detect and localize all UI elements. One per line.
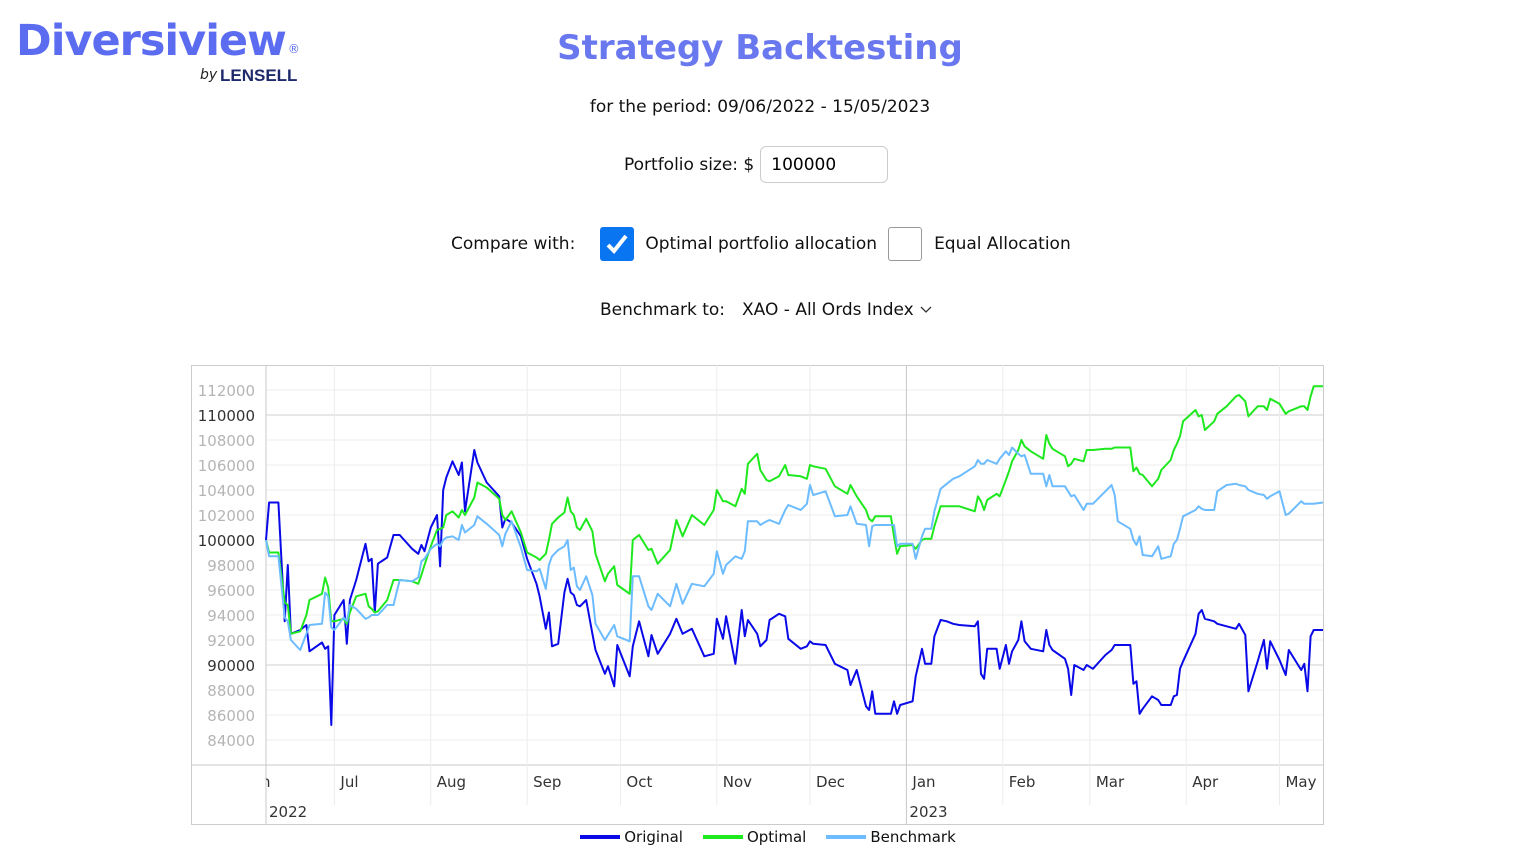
legend-label-benchmark: Benchmark [870,828,956,846]
y-tick-label: 108000 [198,432,255,450]
chart-legend: Original Optimal Benchmark [0,828,1536,846]
y-tick-label: 102000 [198,507,255,525]
x-tick-label-dec: Dec [816,773,845,791]
y-tick-label: 86000 [207,707,255,725]
legend-label-optimal: Optimal [746,828,807,846]
logo-company: LENSELL [220,66,298,85]
x-tick-label-nov: Nov [723,773,752,791]
x-tick-label-aug: Aug [437,773,466,791]
legend-swatch-benchmark [826,835,867,839]
y-tick-label: 92000 [207,632,255,650]
y-tick-label: 94000 [207,607,255,625]
y-tick-label: 96000 [207,582,255,600]
benchmark-label: Benchmark to: [600,300,726,320]
x-tick-label-jul: Jul [339,773,358,791]
y-tick-label: 84000 [207,732,255,750]
benchmark-selected-value: XAO - All Ords Index [742,300,914,320]
benchmark-select[interactable]: XAO - All Ords Index [742,300,932,320]
y-tick-label: 90000 [207,657,255,675]
optimal-allocation-checkbox[interactable] [600,227,635,261]
x-tick-label-jun: Jun [246,773,270,791]
y-tick-label: 110000 [198,407,255,425]
optimal-allocation-label[interactable]: Optimal portfolio allocation [645,234,878,254]
portfolio-size-label: Portfolio size: $ [624,154,755,175]
legend-swatch-original [580,835,621,839]
series-line-optimal [265,385,1323,635]
page-title: Strategy Backtesting [557,28,963,68]
logo[interactable]: Diversiview ® [16,16,300,66]
chevron-down-icon [920,306,932,313]
legend-item-optimal[interactable]: Optimal [702,828,807,846]
equal-allocation-label[interactable]: Equal Allocation [934,234,1071,254]
x-tick-label-mar: Mar [1096,773,1125,791]
chart-container [191,365,1324,825]
y-tick-label: 106000 [198,457,255,475]
logo-name: Diversiview [16,16,287,66]
benchmark-row: Benchmark to: XAO - All Ords Index [600,298,932,322]
y-tick-label: 104000 [198,482,255,500]
backtest-line-chart: 84000 86000 88000 90000 92000 94000 96000 98000… [191,365,1324,825]
x-tick-label-may: May [1285,773,1316,791]
series-line-benchmark [265,446,1324,651]
registered-mark: ® [287,42,300,56]
legend-item-original[interactable]: Original [580,828,683,846]
series-line-original [265,449,1323,726]
x-tick-label-feb: Feb [1009,773,1036,791]
logo-by: by [200,67,218,83]
legend-swatch-optimal [702,835,743,839]
legend-label-original: Original [624,828,683,846]
y-tick-label: 100000 [198,532,255,550]
compare-label: Compare with: [451,234,576,254]
x-year-label: 2023 [909,803,947,821]
y-tick-label: 112000 [198,382,255,400]
x-tick-label-sep: Sep [533,773,561,791]
legend-item-benchmark[interactable]: Benchmark [826,828,956,846]
x-tick-label-oct: Oct [626,773,652,791]
y-tick-label: 88000 [207,682,255,700]
y-tick-label: 98000 [207,557,255,575]
x-tick-label-apr: Apr [1192,773,1219,791]
checkmark-icon [606,234,628,254]
compare-row: Compare with: Optimal portfolio allocati… [451,227,1071,261]
portfolio-size-input[interactable] [760,146,889,183]
portfolio-size-row: Portfolio size: $ [624,146,889,183]
x-year-label: 2022 [269,803,307,821]
period-text: for the period: 09/06/2022 - 15/05/2023 [589,97,931,117]
equal-allocation-checkbox[interactable] [888,227,923,261]
x-tick-label-jan: Jan [911,773,935,791]
